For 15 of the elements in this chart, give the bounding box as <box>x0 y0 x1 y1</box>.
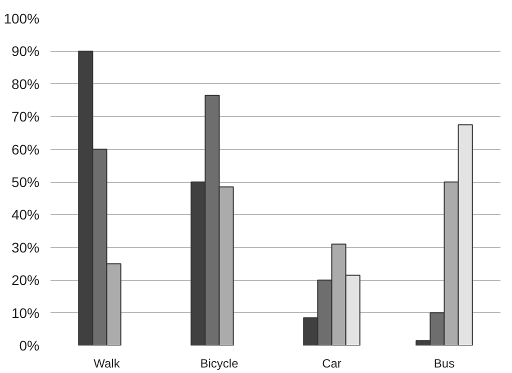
x-tick-label: Bus <box>434 356 455 370</box>
y-tick-label: 100% <box>4 10 40 26</box>
y-tick-label: 80% <box>11 76 40 92</box>
y-tick-label: 60% <box>11 141 40 158</box>
y-tick-label: 50% <box>11 174 40 190</box>
y-tick-label: 10% <box>11 304 40 321</box>
y-tick-label: 20% <box>11 272 40 288</box>
y-tick-label: 0% <box>19 338 40 354</box>
y-tick-label: 90% <box>11 43 40 60</box>
y-tick-label: 30% <box>11 239 40 256</box>
y-tick-label: 70% <box>11 108 40 125</box>
x-tick-label: Walk <box>94 356 121 370</box>
x-tick-label: Bicycle <box>200 356 239 370</box>
y-tick-label: 40% <box>11 206 40 223</box>
x-tick-label: Car <box>322 356 342 370</box>
